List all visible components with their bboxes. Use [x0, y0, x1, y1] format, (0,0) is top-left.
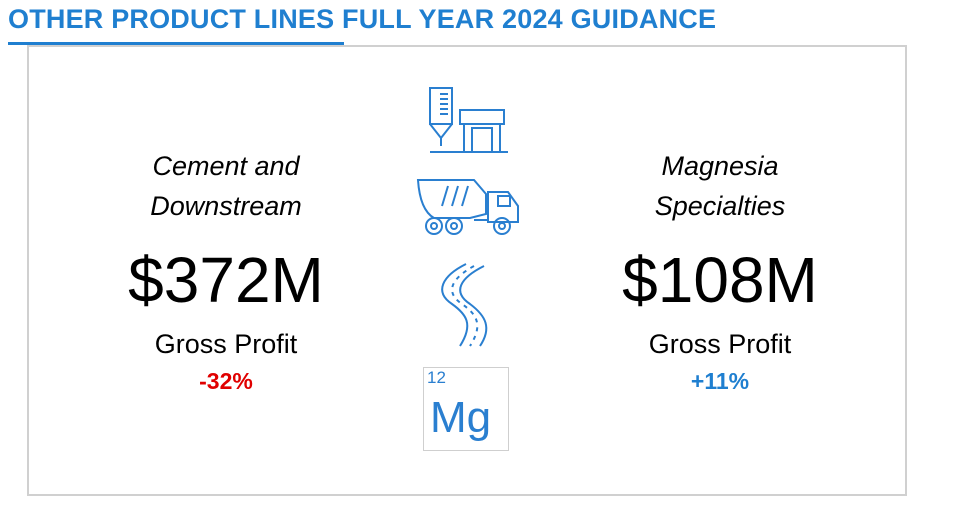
mixer-truck-icon — [416, 179, 519, 235]
segment-name-line1: Magnesia — [661, 151, 779, 181]
segment-name-line2: Specialties — [654, 191, 786, 221]
page-title: OTHER PRODUCT LINES FULL YEAR 2024 GUIDA… — [8, 4, 717, 34]
title-underline — [8, 42, 344, 45]
change-percent: +11% — [690, 368, 750, 394]
gross-profit-amount: $372M — [128, 244, 324, 316]
road-icon — [441, 263, 488, 347]
content-panel — [27, 45, 907, 496]
metric-label: Gross Profit — [154, 329, 298, 359]
segment-name: Cement and Downstream — [110, 146, 342, 226]
gross-profit-amount: $108M — [622, 244, 818, 316]
atomic-number: 12 — [427, 368, 446, 387]
segment-name-line2: Downstream — [150, 191, 302, 221]
segment-name-line1: Cement and — [152, 151, 300, 181]
cement-plant-icon — [429, 87, 508, 153]
element-symbol: Mg — [430, 393, 492, 442]
segment-name: Magnesia Specialties — [600, 146, 840, 226]
change-percent: -32% — [199, 368, 253, 394]
metric-label: Gross Profit — [648, 329, 792, 359]
magnesium-element-icon: 12 Mg — [423, 367, 509, 451]
